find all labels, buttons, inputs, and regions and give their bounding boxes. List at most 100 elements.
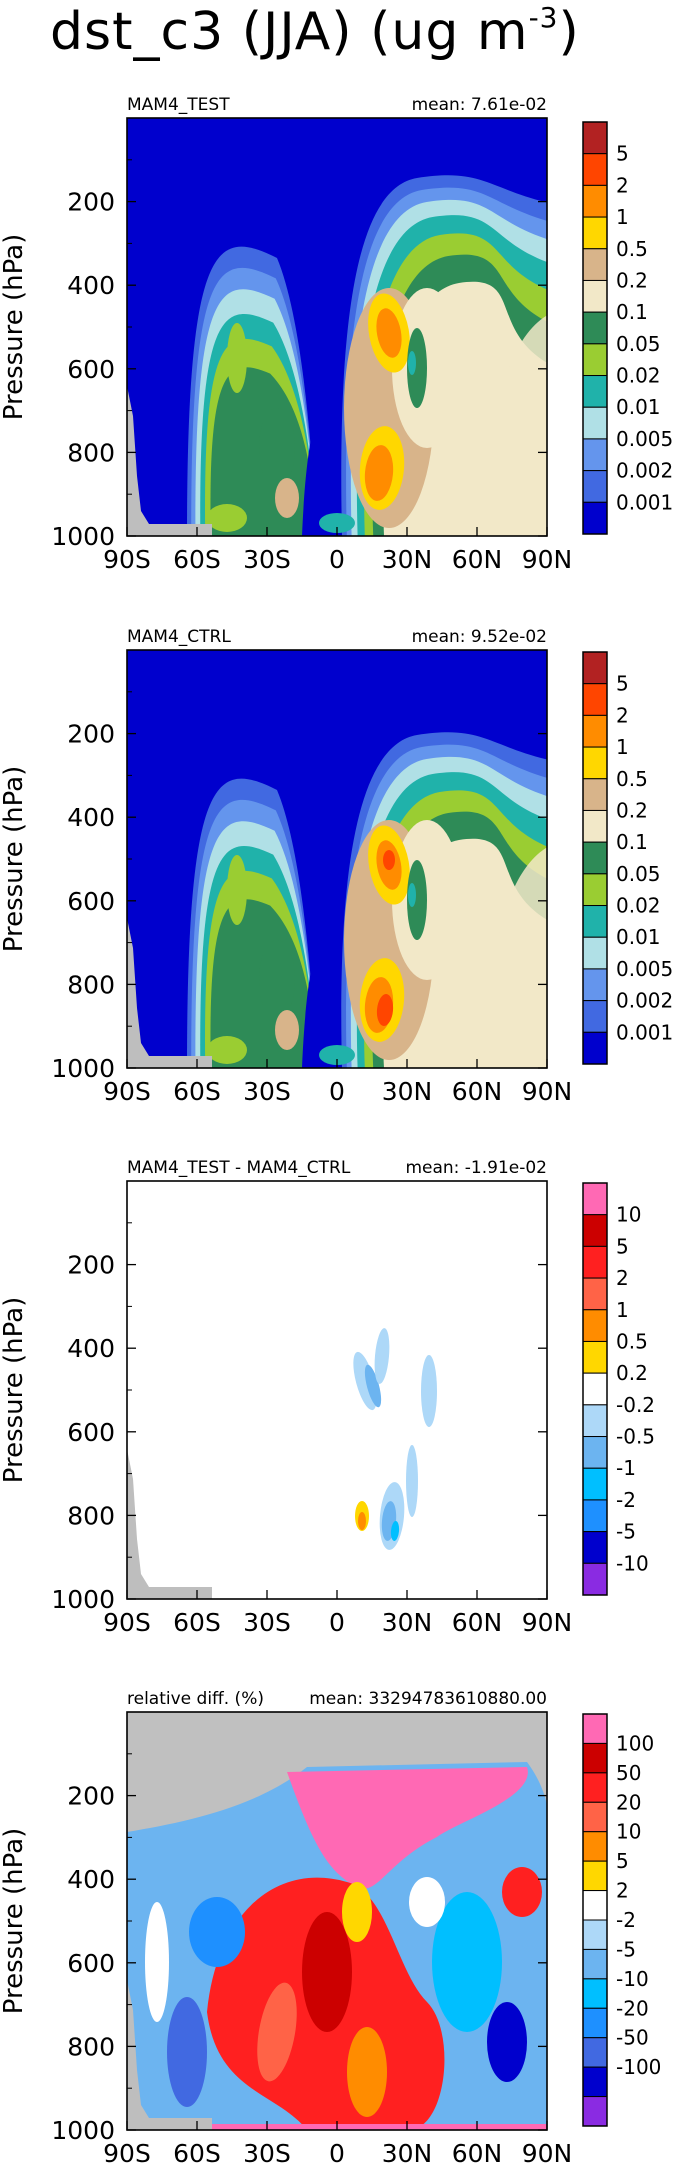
colorbar-label: 0.02 [616,364,661,388]
x-tick-label: 30S [243,2139,291,2168]
contour-region [275,1010,299,1050]
colorbar-label: 5 [616,1234,629,1258]
colorbar-box [582,1277,608,1311]
colorbar-label: -0.2 [616,1393,655,1417]
x-tick-label: 30S [243,1608,291,1637]
x-tick-label: 0 [329,2139,345,2168]
colorbar-box [582,1031,608,1065]
contour-region [383,850,395,870]
colorbar-box [582,2066,608,2098]
colorbar-box [582,1182,608,1216]
contour-region [302,1912,352,2032]
colorbar-box [582,2096,608,2127]
colorbar-label: 0.05 [616,862,661,886]
colorbar-label: -20 [616,1996,649,2020]
colorbar-box [582,153,608,186]
colorbar-box [582,248,608,281]
contour-region [421,1355,437,1427]
colorbar-box [582,1978,608,2009]
x-tick-label: 90S [103,2139,151,2168]
topography-mask [127,1980,212,2130]
contour-region [207,1036,247,1064]
colorbar-box [582,438,608,472]
colorbar-box [582,1890,608,1921]
colorbar-box [582,1919,608,1950]
colorbar-box [582,809,608,843]
y-tick-label: 800 [67,2032,115,2061]
colorbar-box [582,470,608,503]
colorbar-label: 2 [616,1879,629,1903]
figure-title-text: dst_c3 (JJA) (ug m [50,2,529,62]
panel-3: MAM4_TEST - MAM4_CTRL mean: -1.91e-02 200 4… [0,1158,655,1637]
colorbar-box [582,501,608,535]
contour-region [127,1181,547,1599]
y-tick-label: 600 [67,1949,115,1978]
contour-region [319,1045,355,1065]
colorbar-label: 10 [616,1820,641,1844]
colorbar-frame [582,651,608,1065]
x-tick-label: 90N [522,1077,573,1106]
x-tick-label: 90N [522,545,573,574]
colorbar-box [582,714,608,748]
contour-region [432,1892,502,2032]
panel-title: MAM4_TEST - MAM4_CTRL [127,1158,351,1178]
x-tick-label: 60N [452,1077,503,1106]
contour-region [374,1328,390,1384]
colorbar-label: 0.01 [616,395,661,419]
colorbar-label: 2 [616,1266,629,1290]
x-tick-label: 30N [382,545,433,574]
contour-region [406,1445,418,1517]
panel-stat: mean: -1.91e-02 [405,1158,547,1178]
contour-region [487,2002,527,2082]
colorbar-box [582,1713,608,1744]
contour-region [319,513,355,533]
colorbar-label: 0.2 [616,798,648,822]
colorbar-box [582,216,608,250]
colorbar-label: 0.005 [616,427,673,451]
colorbar-box [582,1860,608,1892]
colorbar-label: 0.2 [616,268,648,292]
colorbar-box [582,184,608,218]
y-tick-label: 600 [67,355,115,384]
colorbar-label: 0.01 [616,925,661,949]
colorbar-box [582,1742,608,1774]
panel-2: MAM4_CTRL mean: 9.52e-0220040060080010009… [0,627,673,1106]
x-tick-label: 90N [522,2139,573,2168]
x-tick-label: 90N [522,1608,573,1637]
colorbar-label: 1 [616,205,629,229]
colorbar-box [582,279,608,313]
colorbar-label: 5 [616,1849,629,1873]
contour-region [408,883,416,907]
colorbar-label: 0.1 [616,830,648,854]
y-tick-label: 200 [67,188,115,217]
y-tick-label: 1000 [51,2116,115,2145]
contour-region [408,351,416,375]
contour-region [364,445,394,501]
contour-region [502,1867,542,1917]
contour-region [487,847,547,1068]
contour-region [207,504,247,532]
colorbar-box [582,683,608,716]
colorbar-label: 2 [616,173,629,197]
colorbar-label: -0.5 [616,1425,655,1449]
colorbar-box [582,1772,608,1803]
colorbar-label: 100 [616,1731,654,1755]
colorbar-box [582,1831,608,1862]
colorbar-box [582,1948,608,1980]
colorbar-box [582,1436,608,1469]
y-tick-label: 800 [67,438,115,467]
colorbar-label: 0.005 [616,957,673,981]
colorbar-label: -10 [616,1551,649,1575]
panel-stat: mean: 33294783610880.00 [309,1689,547,1709]
colorbar-label: 0.2 [616,1361,648,1385]
panel-title: relative diff. (%) [127,1689,264,1709]
contour-region [302,939,343,1068]
panel-stat: mean: 9.52e-02 [412,627,547,647]
y-axis-label: Pressure (hPa) [0,234,29,421]
colorbar-box [582,1404,608,1438]
y-tick-label: 400 [67,803,115,832]
colorbar-box [582,873,608,907]
colorbar-label: 0.5 [616,1329,648,1353]
figure-title-close: ) [558,2,580,62]
